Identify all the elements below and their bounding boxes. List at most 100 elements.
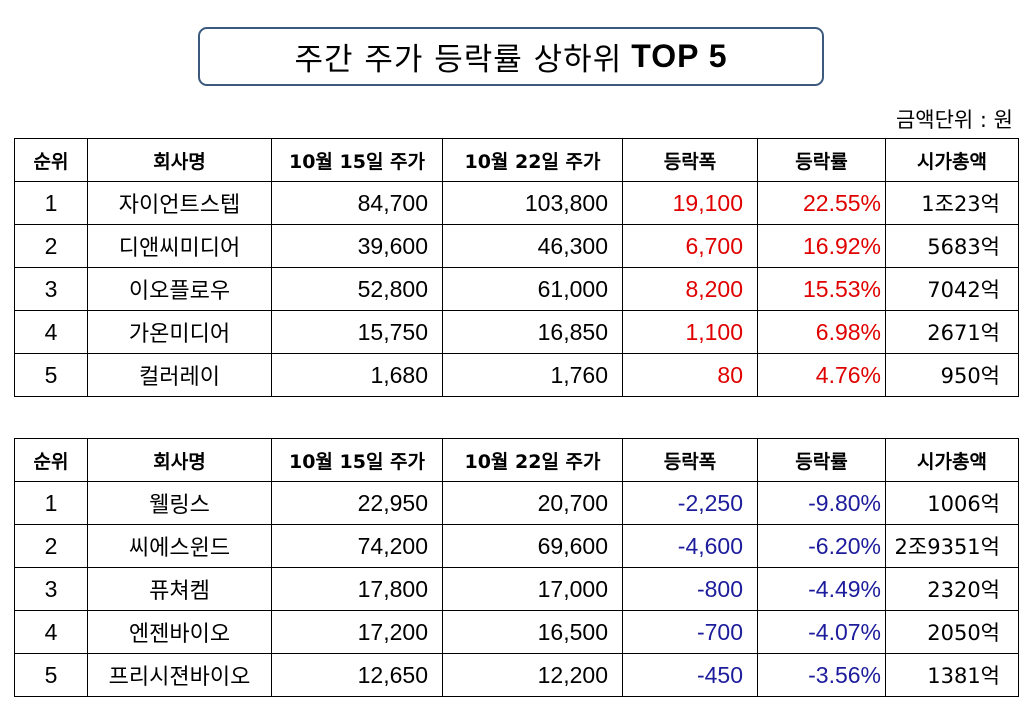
price-oct22-cell: 46,300	[442, 224, 623, 268]
market-cap-cell: 1006억	[885, 481, 1019, 525]
change-rate-cell: -9.80%	[757, 481, 886, 525]
table-row: 5 프리시젼바이오 12,650 12,200 -450 -3.56% 1381…	[14, 653, 1019, 697]
header-change: 등락폭	[622, 138, 758, 182]
price-oct15-cell: 17,200	[271, 610, 443, 654]
rank-cell: 5	[14, 353, 88, 397]
change-cell: -2,250	[622, 481, 758, 525]
change-cell: 80	[622, 353, 758, 397]
table-row: 2 디앤씨미디어 39,600 46,300 6,700 16.92% 5683…	[14, 224, 1019, 268]
header-price-oct15: 10월 15일 주가	[271, 438, 443, 482]
change-rate-cell: -3.56%	[757, 653, 886, 697]
price-oct22-cell: 103,800	[442, 181, 623, 225]
header-rank: 순위	[14, 138, 88, 182]
change-rate-cell: 22.55%	[757, 181, 886, 225]
header-company: 회사명	[87, 438, 272, 482]
company-cell: 씨에스윈드	[87, 524, 272, 568]
header-change-rate: 등락률	[757, 438, 886, 482]
unit-note: 금액단위 : 원	[895, 108, 1013, 132]
price-oct22-cell: 16,500	[442, 610, 623, 654]
header-market-cap: 시가총액	[885, 438, 1019, 482]
price-oct15-cell: 22,950	[271, 481, 443, 525]
header-market-cap: 시가총액	[885, 138, 1019, 182]
rank-cell: 3	[14, 267, 88, 311]
table-row: 3 퓨쳐켐 17,800 17,000 -800 -4.49% 2320억	[14, 567, 1019, 611]
change-cell: 1,100	[622, 310, 758, 354]
gainers-table: 순위 회사명 10월 15일 주가 10월 22일 주가 등락폭 등락률 시가총…	[14, 138, 1019, 397]
page-title-korean: 주간 주가 등락률 상하위	[294, 42, 623, 78]
change-cell: -800	[622, 567, 758, 611]
price-oct22-cell: 17,000	[442, 567, 623, 611]
company-cell: 프리시젼바이오	[87, 653, 272, 697]
change-cell: -450	[622, 653, 758, 697]
company-cell: 가온미디어	[87, 310, 272, 354]
header-price-oct22: 10월 22일 주가	[442, 438, 623, 482]
market-cap-cell: 2671억	[885, 310, 1019, 354]
market-cap-cell: 2320억	[885, 567, 1019, 611]
rank-cell: 2	[14, 224, 88, 268]
rank-cell: 1	[14, 181, 88, 225]
rank-cell: 4	[14, 310, 88, 354]
table-row: 2 씨에스윈드 74,200 69,600 -4,600 -6.20% 2조93…	[14, 524, 1019, 568]
change-cell: 19,100	[622, 181, 758, 225]
header-rank: 순위	[14, 438, 88, 482]
table-row: 3 이오플로우 52,800 61,000 8,200 15.53% 7042억	[14, 267, 1019, 311]
rank-cell: 4	[14, 610, 88, 654]
market-cap-cell: 950억	[885, 353, 1019, 397]
page-title-english: TOP 5	[631, 38, 728, 74]
company-cell: 컬러레이	[87, 353, 272, 397]
price-oct22-cell: 69,600	[442, 524, 623, 568]
company-cell: 디앤씨미디어	[87, 224, 272, 268]
table-row: 4 가온미디어 15,750 16,850 1,100 6.98% 2671억	[14, 310, 1019, 354]
price-oct15-cell: 12,650	[271, 653, 443, 697]
change-cell: -700	[622, 610, 758, 654]
header-company: 회사명	[87, 138, 272, 182]
rank-cell: 1	[14, 481, 88, 525]
price-oct15-cell: 17,800	[271, 567, 443, 611]
change-rate-cell: 6.98%	[757, 310, 886, 354]
price-oct22-cell: 12,200	[442, 653, 623, 697]
market-cap-cell: 2조9351억	[885, 524, 1019, 568]
table-row: 5 컬러레이 1,680 1,760 80 4.76% 950억	[14, 353, 1019, 397]
change-cell: 8,200	[622, 267, 758, 311]
change-rate-cell: 15.53%	[757, 267, 886, 311]
price-oct22-cell: 16,850	[442, 310, 623, 354]
market-cap-cell: 2050억	[885, 610, 1019, 654]
table-row: 1 웰링스 22,950 20,700 -2,250 -9.80% 1006억	[14, 481, 1019, 525]
price-oct22-cell: 61,000	[442, 267, 623, 311]
table-header-row: 순위 회사명 10월 15일 주가 10월 22일 주가 등락폭 등락률 시가총…	[14, 138, 1019, 182]
company-cell: 이오플로우	[87, 267, 272, 311]
company-cell: 웰링스	[87, 481, 272, 525]
company-cell: 엔젠바이오	[87, 610, 272, 654]
change-rate-cell: -4.49%	[757, 567, 886, 611]
header-change: 등락폭	[622, 438, 758, 482]
header-price-oct22: 10월 22일 주가	[442, 138, 623, 182]
table-row: 4 엔젠바이오 17,200 16,500 -700 -4.07% 2050억	[14, 610, 1019, 654]
price-oct15-cell: 15,750	[271, 310, 443, 354]
price-oct15-cell: 1,680	[271, 353, 443, 397]
header-change-rate: 등락률	[757, 138, 886, 182]
change-rate-cell: 4.76%	[757, 353, 886, 397]
table-row: 1 자이언트스텝 84,700 103,800 19,100 22.55% 1조…	[14, 181, 1019, 225]
price-oct15-cell: 84,700	[271, 181, 443, 225]
price-oct15-cell: 74,200	[271, 524, 443, 568]
market-cap-cell: 1조23억	[885, 181, 1019, 225]
rank-cell: 3	[14, 567, 88, 611]
change-cell: -4,600	[622, 524, 758, 568]
change-rate-cell: -4.07%	[757, 610, 886, 654]
market-cap-cell: 5683억	[885, 224, 1019, 268]
price-oct15-cell: 39,600	[271, 224, 443, 268]
table-header-row: 순위 회사명 10월 15일 주가 10월 22일 주가 등락폭 등락률 시가총…	[14, 438, 1019, 482]
market-cap-cell: 7042억	[885, 267, 1019, 311]
page-title: 주간 주가 등락률 상하위 TOP 5	[198, 27, 824, 86]
losers-table: 순위 회사명 10월 15일 주가 10월 22일 주가 등락폭 등락률 시가총…	[14, 438, 1019, 697]
header-price-oct15: 10월 15일 주가	[271, 138, 443, 182]
change-rate-cell: -6.20%	[757, 524, 886, 568]
price-oct22-cell: 1,760	[442, 353, 623, 397]
company-cell: 자이언트스텝	[87, 181, 272, 225]
change-cell: 6,700	[622, 224, 758, 268]
price-oct22-cell: 20,700	[442, 481, 623, 525]
change-rate-cell: 16.92%	[757, 224, 886, 268]
rank-cell: 2	[14, 524, 88, 568]
market-cap-cell: 1381억	[885, 653, 1019, 697]
company-cell: 퓨쳐켐	[87, 567, 272, 611]
